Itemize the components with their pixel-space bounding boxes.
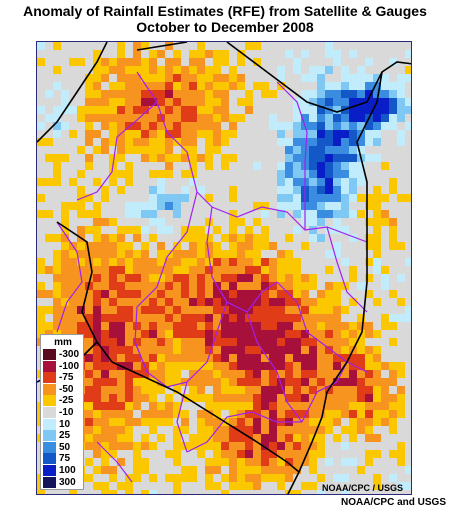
legend-label: -100 (59, 360, 80, 372)
map-credit-inner: NOAA/CPC / USGS (322, 483, 404, 493)
legend-label: -10 (59, 407, 74, 418)
map-subtitle: October to December 2008 (136, 19, 314, 35)
legend-swatch (43, 465, 56, 476)
province-border (56, 221, 83, 333)
province-border (76, 101, 158, 201)
legend-swatch (43, 349, 56, 360)
anomaly-grid (37, 42, 411, 494)
legend-item: -100 (43, 360, 83, 372)
province-border (301, 361, 348, 423)
legend-swatch (43, 383, 56, 395)
province-border (276, 81, 308, 230)
legend-item: 25 (43, 430, 83, 442)
legend-item: 300 (43, 476, 83, 488)
legend-item: 75 (43, 453, 83, 465)
country-border (287, 71, 383, 494)
legend-item: -10 (43, 407, 83, 418)
province-border (136, 71, 213, 208)
province-border (276, 281, 368, 373)
legend-item: 100 (43, 465, 83, 476)
legend-item: -300 (43, 349, 83, 360)
legend-item: -50 (43, 383, 83, 395)
legend-swatch (43, 430, 56, 442)
legend-swatch (43, 441, 56, 453)
province-border (186, 411, 302, 453)
legend-label: -25 (59, 395, 74, 407)
country-border (56, 221, 113, 363)
country-border (226, 42, 411, 113)
legend-swatch (43, 395, 56, 407)
legend-item: -25 (43, 395, 83, 407)
legend-item: 10 (43, 418, 83, 430)
legend-label: 300 (59, 476, 76, 488)
legend-label: 75 (59, 453, 71, 465)
country-border (111, 361, 300, 473)
legend-label: 50 (59, 441, 71, 453)
legend-swatch (43, 360, 56, 372)
legend-item: 50 (43, 441, 83, 453)
province-borders (56, 71, 368, 483)
province-border (134, 341, 188, 388)
legend-unit: mm (54, 337, 72, 348)
map-title: Anomaly of Rainfall Estimates (RFE) from… (23, 3, 427, 19)
province-border (246, 311, 303, 423)
country-border (37, 42, 108, 143)
legend-swatch (43, 453, 56, 465)
country-border (136, 42, 188, 51)
legend-swatch (43, 418, 56, 430)
legend-swatch (43, 372, 56, 384)
color-legend: mm -300 -100 -75 -50 -25 -10 10 25 50 75 100 300 (40, 334, 84, 490)
legend-label: 10 (59, 418, 71, 430)
rainfall-anomaly-map (36, 41, 412, 495)
legend-label: 100 (59, 465, 76, 476)
province-border (176, 301, 228, 453)
province-border (96, 441, 133, 483)
legend-swatch (43, 407, 56, 418)
legend-label: 25 (59, 430, 71, 442)
province-border (326, 226, 368, 313)
legend-item: -75 (43, 372, 83, 384)
map-credit: NOAA/CPC and USGS (340, 497, 446, 508)
legend-label: -50 (59, 383, 74, 395)
legend-swatch (43, 476, 56, 488)
legend-label: -75 (59, 372, 74, 384)
legend-label: -300 (59, 349, 80, 360)
